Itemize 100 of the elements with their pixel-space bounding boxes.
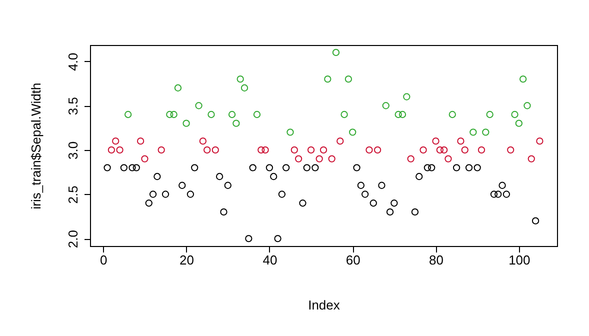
point	[461, 146, 468, 154]
point	[204, 146, 211, 154]
point	[178, 182, 186, 189]
x-tick-label: 40	[262, 252, 278, 268]
point	[294, 155, 302, 162]
point	[108, 146, 116, 154]
point	[286, 128, 294, 136]
point	[249, 164, 256, 172]
point	[245, 234, 252, 242]
point	[278, 190, 286, 198]
point	[478, 146, 486, 154]
point	[224, 182, 232, 189]
point	[145, 200, 152, 207]
point	[132, 164, 140, 172]
point	[353, 164, 360, 172]
point	[382, 102, 390, 110]
point	[312, 164, 319, 172]
point	[444, 155, 452, 162]
point	[266, 164, 274, 172]
point	[274, 234, 282, 242]
x-axis-title: Index	[308, 298, 340, 312]
point	[136, 137, 144, 145]
point	[528, 155, 535, 162]
point	[199, 137, 207, 145]
point	[116, 146, 124, 154]
x-tick-label: 0	[100, 252, 108, 268]
point	[195, 102, 202, 110]
point	[452, 164, 460, 172]
x-tick-label: 100	[508, 252, 530, 268]
point	[174, 84, 182, 92]
point	[336, 137, 344, 145]
point	[498, 182, 506, 189]
point	[349, 128, 356, 136]
point	[511, 110, 518, 118]
point	[191, 164, 198, 172]
point	[128, 164, 136, 172]
point	[378, 182, 386, 189]
point	[332, 48, 340, 56]
point	[124, 110, 132, 118]
point	[448, 110, 456, 118]
point	[141, 155, 148, 162]
point	[240, 84, 248, 92]
point	[290, 146, 298, 154]
point	[532, 217, 540, 224]
point	[432, 137, 440, 145]
point	[398, 110, 406, 118]
point	[403, 93, 410, 100]
point	[361, 190, 369, 198]
point	[166, 110, 174, 118]
point	[299, 200, 306, 207]
point	[340, 110, 348, 118]
point	[236, 75, 244, 83]
point	[270, 172, 278, 180]
point	[258, 146, 265, 154]
y-axis-title: iris_train$Sepal.Width	[28, 82, 44, 210]
point	[182, 120, 190, 127]
point	[162, 190, 170, 198]
point	[374, 146, 382, 154]
point	[208, 110, 215, 118]
point	[394, 110, 402, 118]
y-tick-label: 2.5	[66, 186, 80, 204]
point	[307, 146, 315, 154]
point	[411, 208, 419, 216]
point	[303, 164, 310, 172]
point	[186, 190, 194, 198]
point	[440, 146, 448, 154]
point	[465, 164, 473, 172]
point	[328, 155, 336, 162]
x-tick-label: 80	[429, 252, 444, 268]
point	[519, 75, 527, 83]
point	[344, 75, 352, 83]
point	[436, 146, 444, 154]
y-tick-label: 4.0	[66, 52, 80, 71]
point	[220, 208, 228, 216]
point	[120, 164, 128, 172]
point	[324, 75, 332, 83]
point	[212, 146, 219, 154]
point	[420, 146, 427, 154]
point	[253, 110, 261, 118]
point	[490, 190, 498, 198]
point	[470, 128, 477, 136]
point	[228, 110, 236, 118]
point	[112, 137, 120, 145]
point	[370, 200, 377, 207]
point	[216, 172, 224, 180]
point	[386, 208, 394, 216]
point	[524, 102, 531, 110]
point	[407, 155, 414, 162]
point	[262, 146, 269, 154]
x-tick-label: 20	[180, 252, 194, 268]
point	[170, 110, 178, 118]
point	[424, 164, 432, 172]
y-tick-label: 2.0	[66, 230, 80, 248]
point	[474, 164, 481, 172]
point	[316, 155, 323, 162]
point	[282, 164, 290, 172]
point	[515, 120, 522, 127]
point	[390, 200, 398, 207]
point	[320, 146, 328, 154]
point	[536, 137, 544, 145]
